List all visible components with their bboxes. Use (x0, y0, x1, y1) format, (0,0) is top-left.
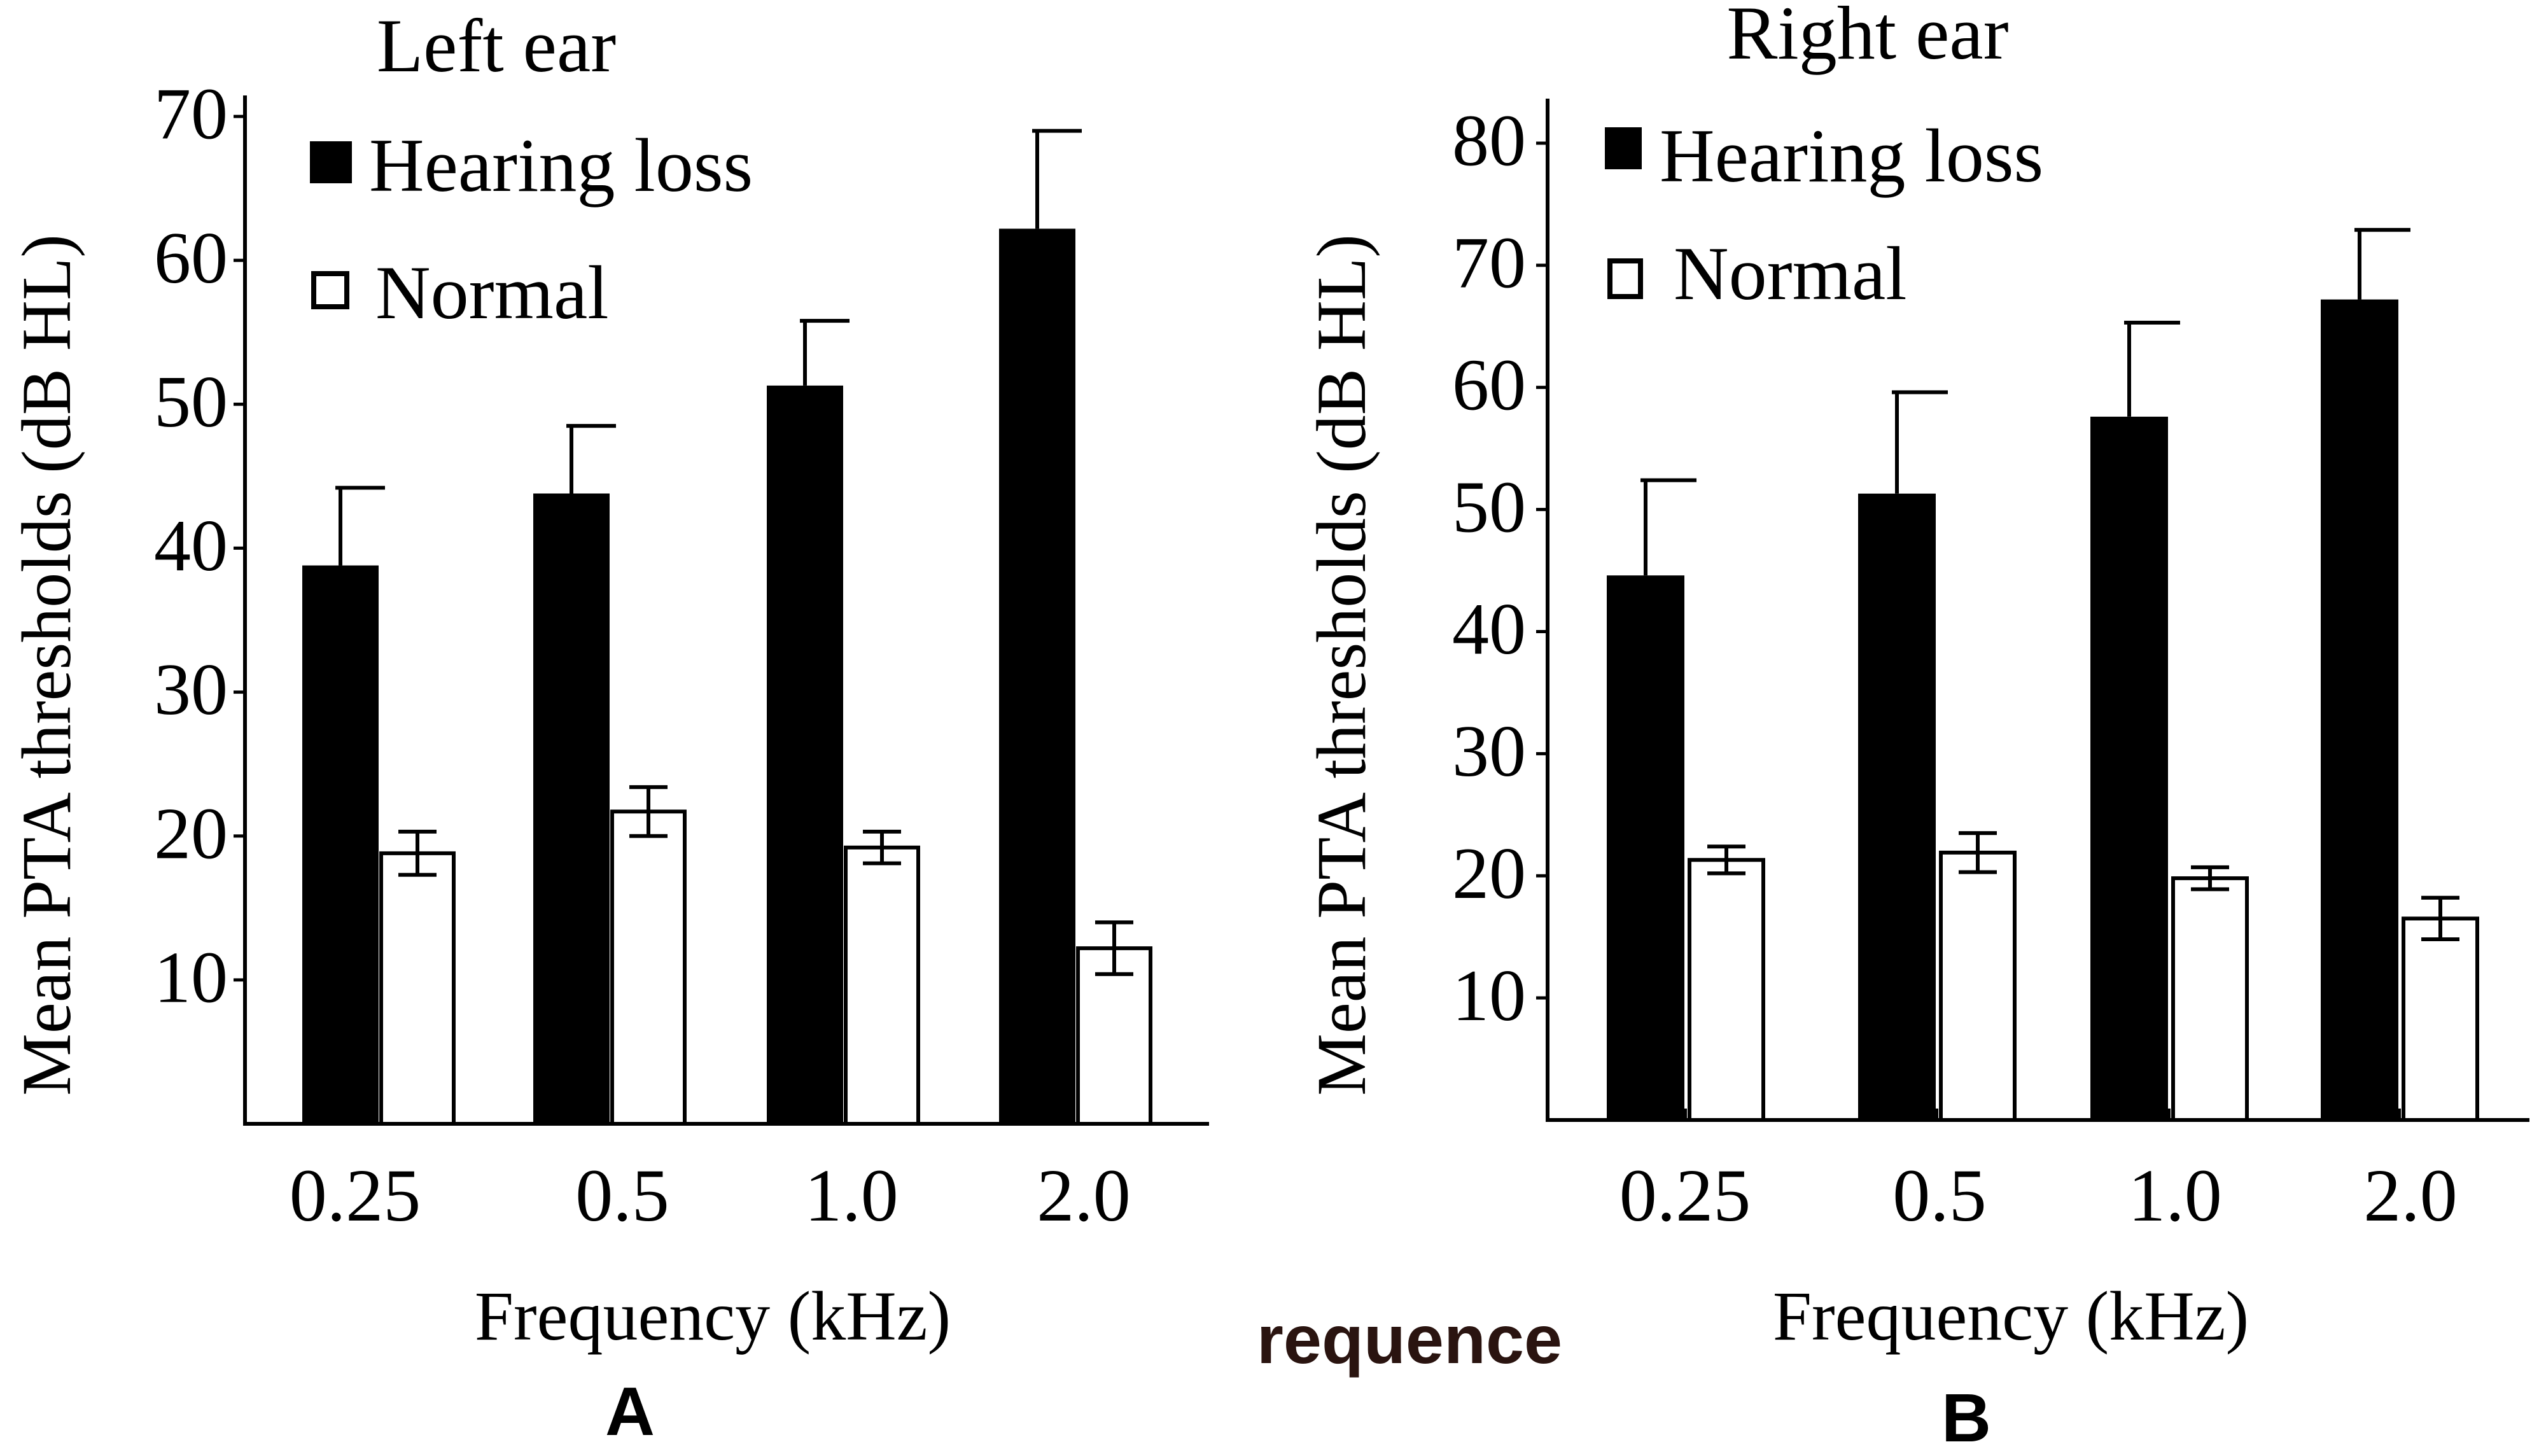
x-tick-label: 0.5 (575, 1154, 669, 1237)
y-tick-label: 80 (1452, 101, 1526, 182)
bar-hearing-loss-0_25 (1607, 575, 1684, 1120)
bar-hearing-loss-2_0 (999, 228, 1075, 1124)
legend-swatch-normal (1607, 258, 1643, 299)
y-tick-label: 60 (1452, 344, 1526, 426)
y-tick-label: 20 (154, 793, 228, 874)
legend-label-normal: Normal (375, 250, 609, 335)
stray-text: requence (1257, 1301, 1562, 1378)
y-tick-label: 50 (1452, 466, 1526, 548)
bar-normal-2_0 (1076, 946, 1152, 1126)
bar-hearing-loss-1_0 (2090, 416, 2168, 1120)
bar-normal-1_0 (844, 845, 920, 1126)
bar-hearing-loss-0_5 (533, 493, 610, 1124)
y-tick-label: 40 (154, 505, 228, 587)
bar-normal-2_0 (2402, 916, 2479, 1122)
bar-hearing-loss-0_25 (302, 565, 379, 1124)
panel-a-letter: A (605, 1373, 655, 1450)
panel-a: Left ear Mean PTA thresholds (dB HL) 10 … (8, 3, 1209, 1450)
legend-label-hearing-loss: Hearing loss (369, 123, 753, 207)
bar-normal-0_25 (1688, 858, 1765, 1123)
bar-normal-0_5 (1939, 850, 2017, 1122)
panel-a-x-ticks: 0.25 0.5 1.0 2.0 (290, 1154, 1131, 1237)
y-tick-label: 10 (1452, 955, 1526, 1037)
y-tick-label: 30 (1452, 711, 1526, 792)
x-tick-label: 2.0 (1037, 1154, 1131, 1237)
panel-b-y-ticks: 10 20 30 40 50 60 70 80 (1452, 101, 1526, 1037)
panel-a-x-axis-label: Frequency (kHz) (475, 1277, 951, 1355)
x-tick-label: 1.0 (804, 1154, 899, 1237)
legend-label-hearing-loss: Hearing loss (1660, 113, 2043, 198)
legend-swatch-hearing-loss (310, 141, 352, 183)
x-tick-label: 2.0 (2363, 1154, 2458, 1237)
panel-a-y-ticks: 10 20 30 40 50 60 70 (154, 74, 228, 1019)
bar-normal-1_0 (2171, 876, 2249, 1123)
y-tick-label: 30 (154, 649, 228, 731)
panel-b-letter: B (1941, 1379, 1991, 1456)
y-tick-label: 70 (1452, 223, 1526, 304)
y-tick-label: 20 (1452, 833, 1526, 914)
x-tick-label: 0.25 (1619, 1154, 1751, 1237)
panel-b-legend: Hearing loss Normal (1605, 113, 2043, 316)
panel-b-y-axis-label: Mean PTA thresholds (dB HL) (1303, 234, 1380, 1096)
y-tick-label: 70 (154, 74, 228, 155)
bar-normal-0_25 (379, 851, 456, 1126)
x-tick-label: 1.0 (2128, 1154, 2222, 1237)
panel-a-y-axis-label: Mean PTA thresholds (dB HL) (8, 234, 85, 1096)
legend-swatch-normal (311, 271, 349, 309)
x-tick-label: 0.25 (290, 1154, 421, 1237)
panel-b-x-axis-label: Frequency (kHz) (1773, 1277, 2249, 1355)
legend-swatch-hearing-loss (1605, 127, 1642, 169)
panel-b: Right ear Mean PTA thresholds (dB HL) 10… (1303, 0, 2529, 1456)
panel-b-title: Right ear (1726, 0, 2008, 75)
bar-normal-0_5 (610, 809, 687, 1126)
bar-hearing-loss-2_0 (2321, 299, 2398, 1121)
panel-a-title: Left ear (377, 3, 616, 88)
bar-hearing-loss-0_5 (1858, 493, 1936, 1120)
panel-b-x-ticks: 0.25 0.5 1.0 2.0 (1619, 1154, 2458, 1237)
x-tick-label: 0.5 (1892, 1154, 1987, 1237)
y-tick-label: 50 (154, 361, 228, 443)
y-tick-label: 10 (154, 937, 228, 1018)
bar-hearing-loss-1_0 (767, 385, 843, 1124)
panel-a-legend: Hearing loss Normal (310, 123, 753, 335)
panel-a-bars (234, 115, 1152, 1126)
legend-label-normal: Normal (1674, 231, 1907, 316)
y-tick-label: 40 (1452, 589, 1526, 670)
y-tick-label: 60 (154, 218, 228, 299)
panel-b-bars (1536, 141, 2479, 1123)
